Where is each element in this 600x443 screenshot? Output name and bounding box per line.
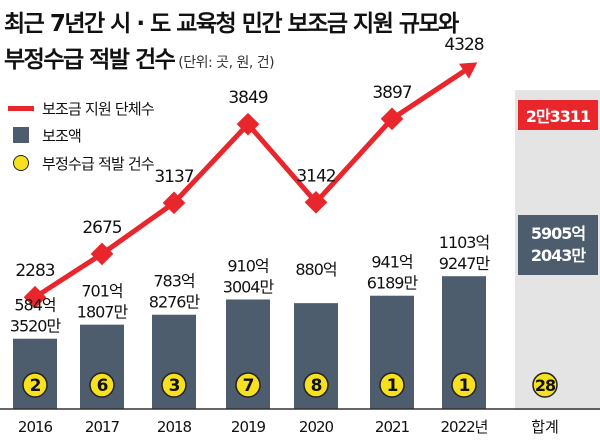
legend-bar-label: 보조액: [42, 126, 82, 145]
line-point: [380, 107, 404, 131]
x-tick-label: 2021: [375, 418, 410, 436]
total-violation-dot: [532, 372, 558, 398]
chart-title-text: 부정수급 적발 건수: [4, 47, 176, 73]
legend-line-swatch: [8, 105, 34, 111]
violation-dot: [235, 372, 261, 398]
bar-labels-layer: 584억 3520만 701억 1807만 783억 8276만 910억 3004만 880억…: [10, 233, 492, 336]
total-label: 합계: [531, 418, 559, 436]
bar-value-label: 9247만: [439, 254, 491, 273]
x-tick-label: 2016: [18, 418, 53, 436]
legend-item-bar: 보조액: [8, 122, 218, 148]
line-value-label: 3137: [154, 167, 193, 187]
line-arrowhead: [459, 62, 478, 79]
violation-count: 1: [387, 376, 398, 396]
legend-bar-swatch: [13, 127, 29, 143]
violation-count: 1: [459, 376, 470, 396]
dots-layer: 2 6 3 7 8 1 1: [22, 372, 477, 398]
total-amount-box: 5905억 2043만: [518, 215, 598, 275]
bar-value-label: 6189만: [367, 274, 419, 293]
legend-item-dot: 부정수급 적발 건수: [8, 150, 218, 176]
violation-count: 8: [311, 376, 322, 396]
violation-count: 7: [243, 376, 254, 396]
legend-line-label: 보조금 지원 단체수: [42, 99, 155, 118]
violation-dot: [161, 372, 187, 398]
x-tick-labels: 2016 2017 2018 2019 2020 2021 2022년: [18, 418, 489, 436]
violation-dot: [22, 372, 48, 398]
bar-value-label: 1807만: [77, 303, 129, 322]
violation-dot: [451, 372, 477, 398]
unit-note: (단위: 곳, 원, 건): [178, 55, 275, 71]
bar-value-label: 701억: [81, 282, 122, 301]
line-value-label: 3849: [228, 88, 267, 108]
line-value-label: 2675: [82, 218, 121, 238]
x-tick-label: 2018: [157, 418, 192, 436]
violation-count: 6: [97, 376, 108, 396]
total-violation-count: 28: [535, 376, 556, 395]
violation-count: 3: [169, 376, 180, 396]
x-tick-label: 2017: [85, 418, 120, 436]
total-amount-line1: 5905억: [530, 224, 586, 243]
violation-dot: [89, 372, 115, 398]
line-point: [90, 242, 114, 266]
legend-item-line: 보조금 지원 단체수: [8, 95, 218, 121]
bar-value-label: 1103억: [439, 233, 489, 252]
chart-title-line2: 부정수급 적발 건수 (단위: 곳, 원, 건): [4, 40, 275, 74]
bar-value-label: 910억: [227, 256, 268, 275]
total-subsidized-box: 2만3311: [518, 100, 598, 130]
total-column: 28 합계: [531, 372, 559, 436]
x-tick-label: 2019: [231, 418, 266, 436]
violation-count: 2: [30, 376, 41, 396]
x-tick-label: 2020: [299, 418, 334, 436]
bar-value-label: 584억: [14, 296, 55, 315]
line-value-label: 3897: [372, 83, 411, 103]
violation-dot: [379, 372, 405, 398]
line-value-label: 2283: [15, 261, 54, 281]
bar-value-label: 783억: [153, 272, 194, 291]
bar-value-label: 941억: [371, 253, 412, 272]
x-tick-label: 2022년: [441, 418, 488, 436]
line-layer: 2283 2675 3137 3849 3142 3897 4328: [15, 35, 485, 309]
bar-value-label: 3004만: [223, 277, 275, 296]
legend-dot-swatch: [13, 155, 29, 171]
bar-value-label: 880억: [295, 260, 336, 279]
line-value-label: 4328: [444, 35, 483, 55]
bar-value-label: 8276만: [149, 293, 201, 312]
legend-dot-label: 부정수급 적발 건수: [42, 154, 155, 173]
bar-value-label: 3520만: [10, 317, 62, 336]
total-amount-line2: 2043만: [530, 246, 586, 265]
line-value-label: 3142: [296, 166, 335, 186]
chart-title: 최근 7년간 시 · 도 교육청 민간 보조금 지원 규모와: [4, 11, 459, 37]
violation-dot: [303, 372, 329, 398]
